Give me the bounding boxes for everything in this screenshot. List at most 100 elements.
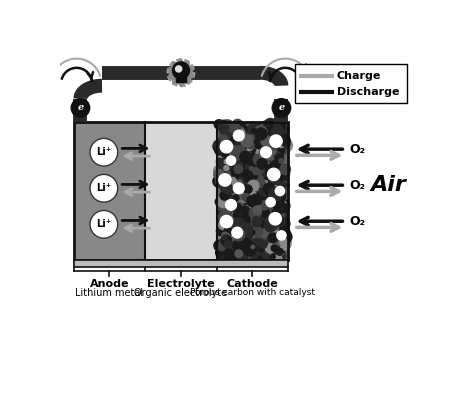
Polygon shape [178,73,181,83]
Circle shape [268,224,276,232]
Circle shape [277,170,288,180]
Circle shape [221,214,233,225]
Circle shape [234,172,242,179]
Circle shape [246,217,252,224]
Circle shape [224,125,229,130]
Circle shape [225,196,232,202]
Circle shape [262,126,270,134]
Circle shape [241,249,248,256]
Circle shape [247,196,258,207]
Circle shape [249,249,253,253]
Circle shape [249,171,261,182]
Circle shape [249,190,262,203]
Circle shape [231,163,243,175]
Circle shape [276,175,282,181]
Circle shape [251,153,256,159]
Circle shape [236,123,249,136]
Circle shape [237,202,243,207]
Circle shape [233,183,244,194]
Circle shape [260,143,270,153]
Circle shape [219,139,229,149]
Circle shape [275,195,281,200]
Circle shape [258,175,263,181]
Circle shape [270,135,282,147]
Circle shape [234,165,243,173]
Text: Li⁺: Li⁺ [96,147,111,157]
Circle shape [246,201,260,215]
Circle shape [256,167,262,173]
Circle shape [267,224,279,236]
Circle shape [268,233,277,243]
Text: Anode: Anode [90,279,129,289]
Circle shape [232,154,241,162]
Circle shape [220,158,229,167]
Circle shape [228,199,241,212]
Circle shape [274,132,282,140]
Circle shape [255,178,260,182]
Circle shape [262,132,271,141]
Circle shape [249,166,253,171]
Bar [176,76,185,82]
Circle shape [71,99,90,117]
Circle shape [223,242,228,247]
Circle shape [254,139,264,149]
Circle shape [230,154,235,159]
Circle shape [240,233,250,243]
Circle shape [225,241,232,248]
Circle shape [267,151,273,158]
Circle shape [221,235,232,246]
Circle shape [278,188,288,198]
Circle shape [272,215,284,227]
Circle shape [250,192,254,196]
Circle shape [261,121,273,134]
Circle shape [217,147,220,151]
Circle shape [255,248,258,251]
Circle shape [243,179,250,186]
Circle shape [265,204,270,208]
Circle shape [219,143,228,152]
Circle shape [276,202,280,207]
Circle shape [280,220,288,227]
Circle shape [242,235,251,244]
Circle shape [272,237,278,243]
Circle shape [226,198,234,207]
Circle shape [278,145,283,149]
Circle shape [258,205,265,212]
Polygon shape [181,69,191,73]
Circle shape [248,180,259,191]
Circle shape [214,169,224,179]
Circle shape [219,142,231,153]
Circle shape [219,124,228,134]
Circle shape [227,215,236,225]
Circle shape [233,232,238,236]
Circle shape [272,185,277,191]
Circle shape [220,209,232,222]
Circle shape [248,143,254,149]
Text: Discharge: Discharge [337,87,400,97]
Polygon shape [170,62,181,73]
Circle shape [256,219,264,227]
Circle shape [226,248,232,255]
Circle shape [243,158,254,170]
Circle shape [267,168,280,181]
Circle shape [258,167,270,178]
Circle shape [264,214,278,228]
Circle shape [265,163,274,172]
Circle shape [275,145,280,149]
Circle shape [213,175,225,188]
Polygon shape [181,60,189,73]
Circle shape [223,125,231,132]
Circle shape [232,183,237,187]
Circle shape [244,206,255,216]
Circle shape [259,185,271,196]
Circle shape [217,195,230,208]
Circle shape [280,122,286,128]
Circle shape [279,135,290,146]
Circle shape [244,169,257,182]
Circle shape [232,228,245,241]
Circle shape [230,134,241,144]
Circle shape [215,139,229,153]
Circle shape [256,252,269,264]
Circle shape [259,245,263,249]
Circle shape [238,251,248,262]
